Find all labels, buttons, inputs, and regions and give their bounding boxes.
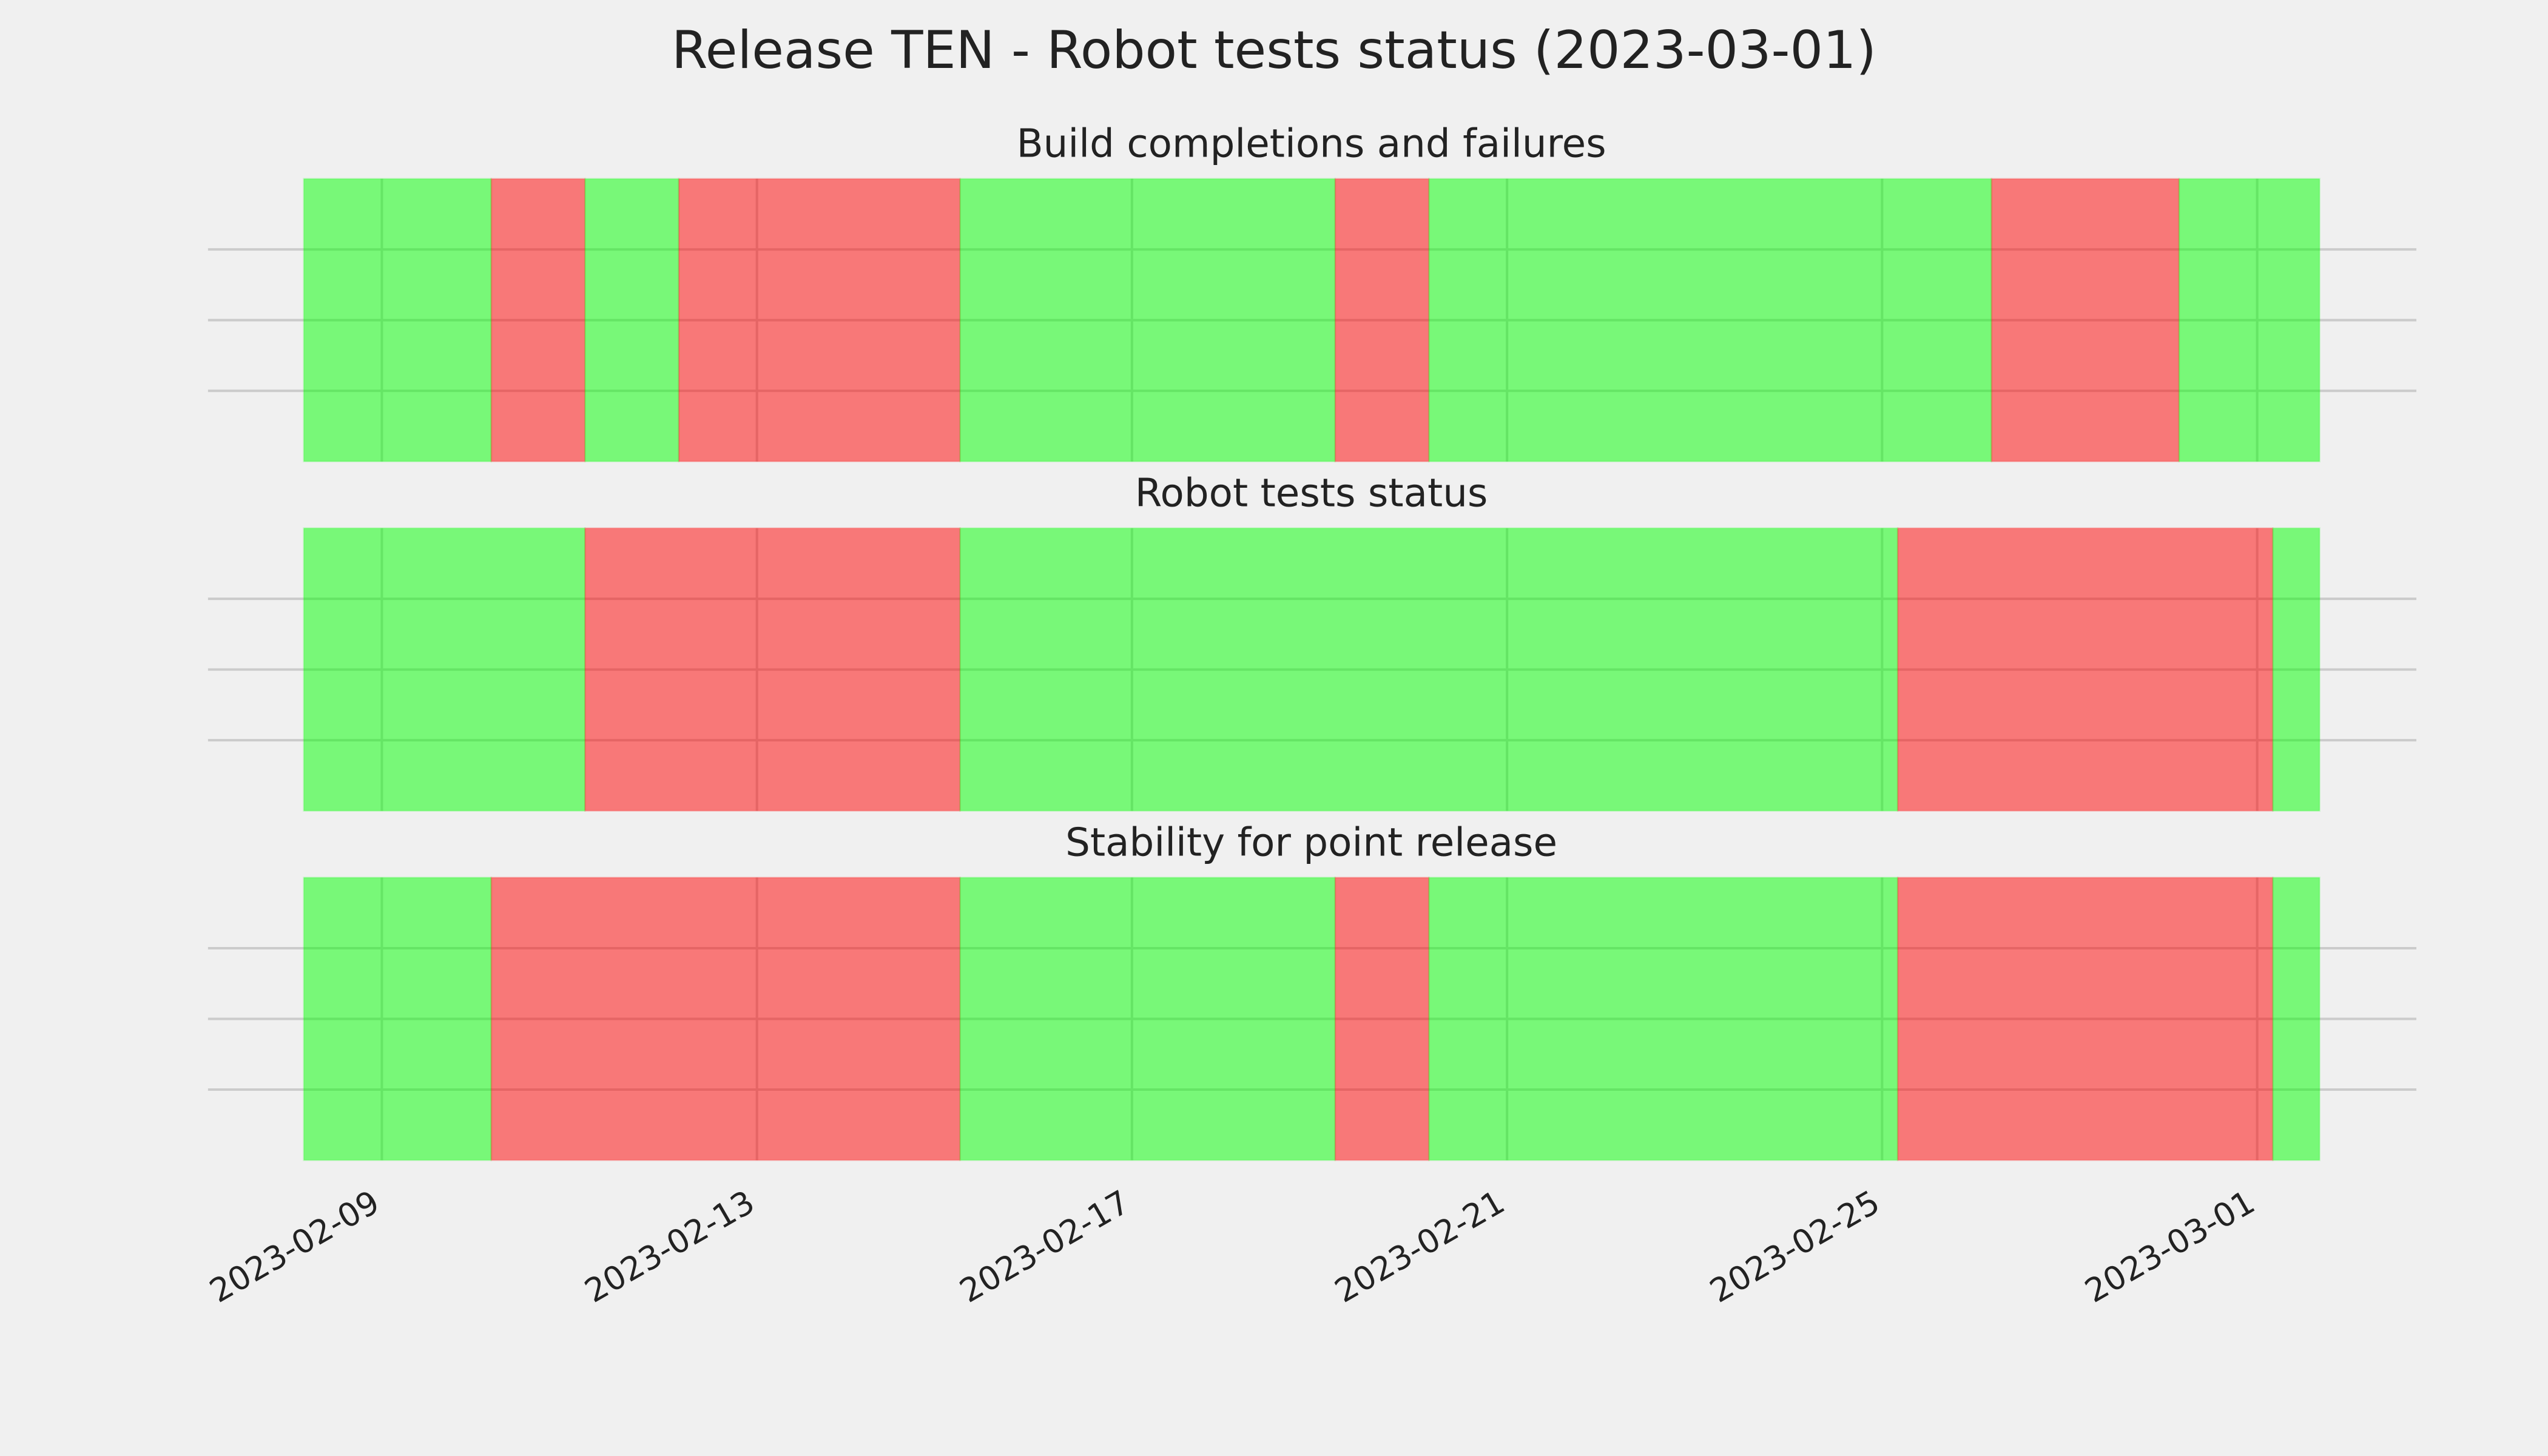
- status-span: [1334, 877, 1430, 1161]
- status-span: [678, 178, 961, 463]
- status-span: [1428, 178, 1993, 463]
- status-span: [2272, 877, 2320, 1161]
- status-span: [584, 178, 680, 463]
- status-span: [490, 877, 961, 1161]
- status-span: [1428, 877, 1899, 1161]
- panel-title: Stability for point release: [1065, 820, 1557, 865]
- status-span: [959, 877, 1336, 1161]
- status-span: [584, 527, 961, 812]
- status-span: [1990, 178, 2180, 463]
- status-span: [1896, 527, 2274, 812]
- panel-title: Build completions and failures: [1017, 121, 1606, 167]
- status-span: [303, 178, 493, 463]
- status-span: [490, 178, 586, 463]
- status-span: [959, 527, 1899, 812]
- status-span: [1334, 178, 1430, 463]
- status-span: [2272, 527, 2320, 812]
- status-span: [959, 178, 1336, 463]
- status-span: [303, 527, 586, 812]
- panel-title: Robot tests status: [1135, 471, 1488, 516]
- chart-title: Release TEN - Robot tests status (2023-0…: [672, 20, 1876, 81]
- status-span: [303, 877, 493, 1161]
- status-span: [2178, 178, 2320, 463]
- status-span: [1896, 877, 2274, 1161]
